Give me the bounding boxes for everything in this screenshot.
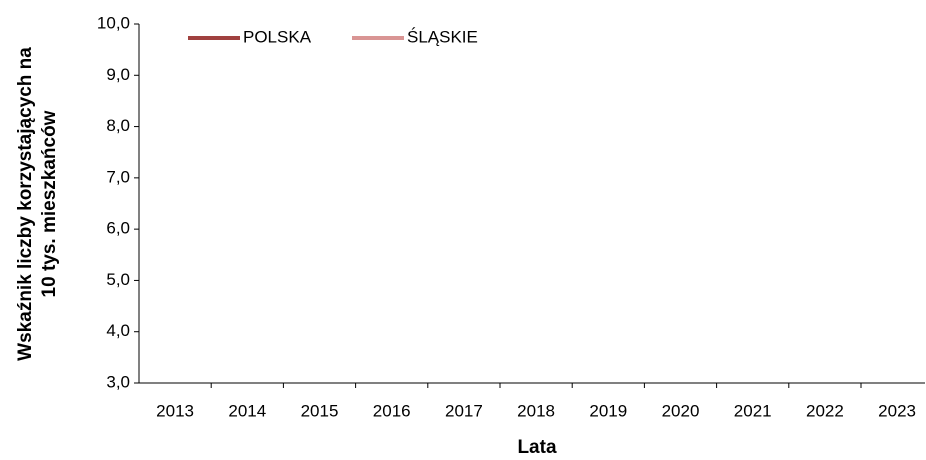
y-tick-label: 10,0 bbox=[97, 13, 130, 32]
y-tick-label: 7,0 bbox=[106, 167, 130, 186]
y-tick-label: 4,0 bbox=[106, 321, 130, 340]
y-axis-title-line: 10 tys. mieszkańców bbox=[39, 110, 60, 297]
y-axis-title: Wskaźnik liczby korzystających na 10 tys… bbox=[15, 47, 60, 361]
x-axis-title: Lata bbox=[517, 437, 557, 458]
y-tick-label: 5,0 bbox=[106, 270, 130, 289]
y-axis-title-line: Wskaźnik liczby korzystających na bbox=[15, 47, 36, 361]
x-tick-label: 2016 bbox=[373, 401, 411, 420]
y-tick-label: 8,0 bbox=[106, 116, 130, 135]
x-tick-label: 2020 bbox=[662, 401, 700, 420]
y-tick-label: 9,0 bbox=[106, 65, 130, 84]
legend-label: POLSKA bbox=[243, 27, 312, 46]
legend-label: ŚLĄSKIE bbox=[407, 27, 478, 46]
y-tick-label: 3,0 bbox=[106, 372, 130, 391]
y-tick-label: 6,0 bbox=[106, 219, 130, 238]
x-tick-label: 2019 bbox=[589, 401, 627, 420]
x-tick-label: 2015 bbox=[301, 401, 339, 420]
x-tick-label: 2013 bbox=[156, 401, 194, 420]
x-tick-label: 2018 bbox=[517, 401, 555, 420]
x-tick-label: 2022 bbox=[806, 401, 844, 420]
x-tick-label: 2017 bbox=[445, 401, 483, 420]
x-tick-label: 2023 bbox=[878, 401, 916, 420]
x-tick-label: 2014 bbox=[228, 401, 266, 420]
x-tick-label: 2021 bbox=[734, 401, 772, 420]
